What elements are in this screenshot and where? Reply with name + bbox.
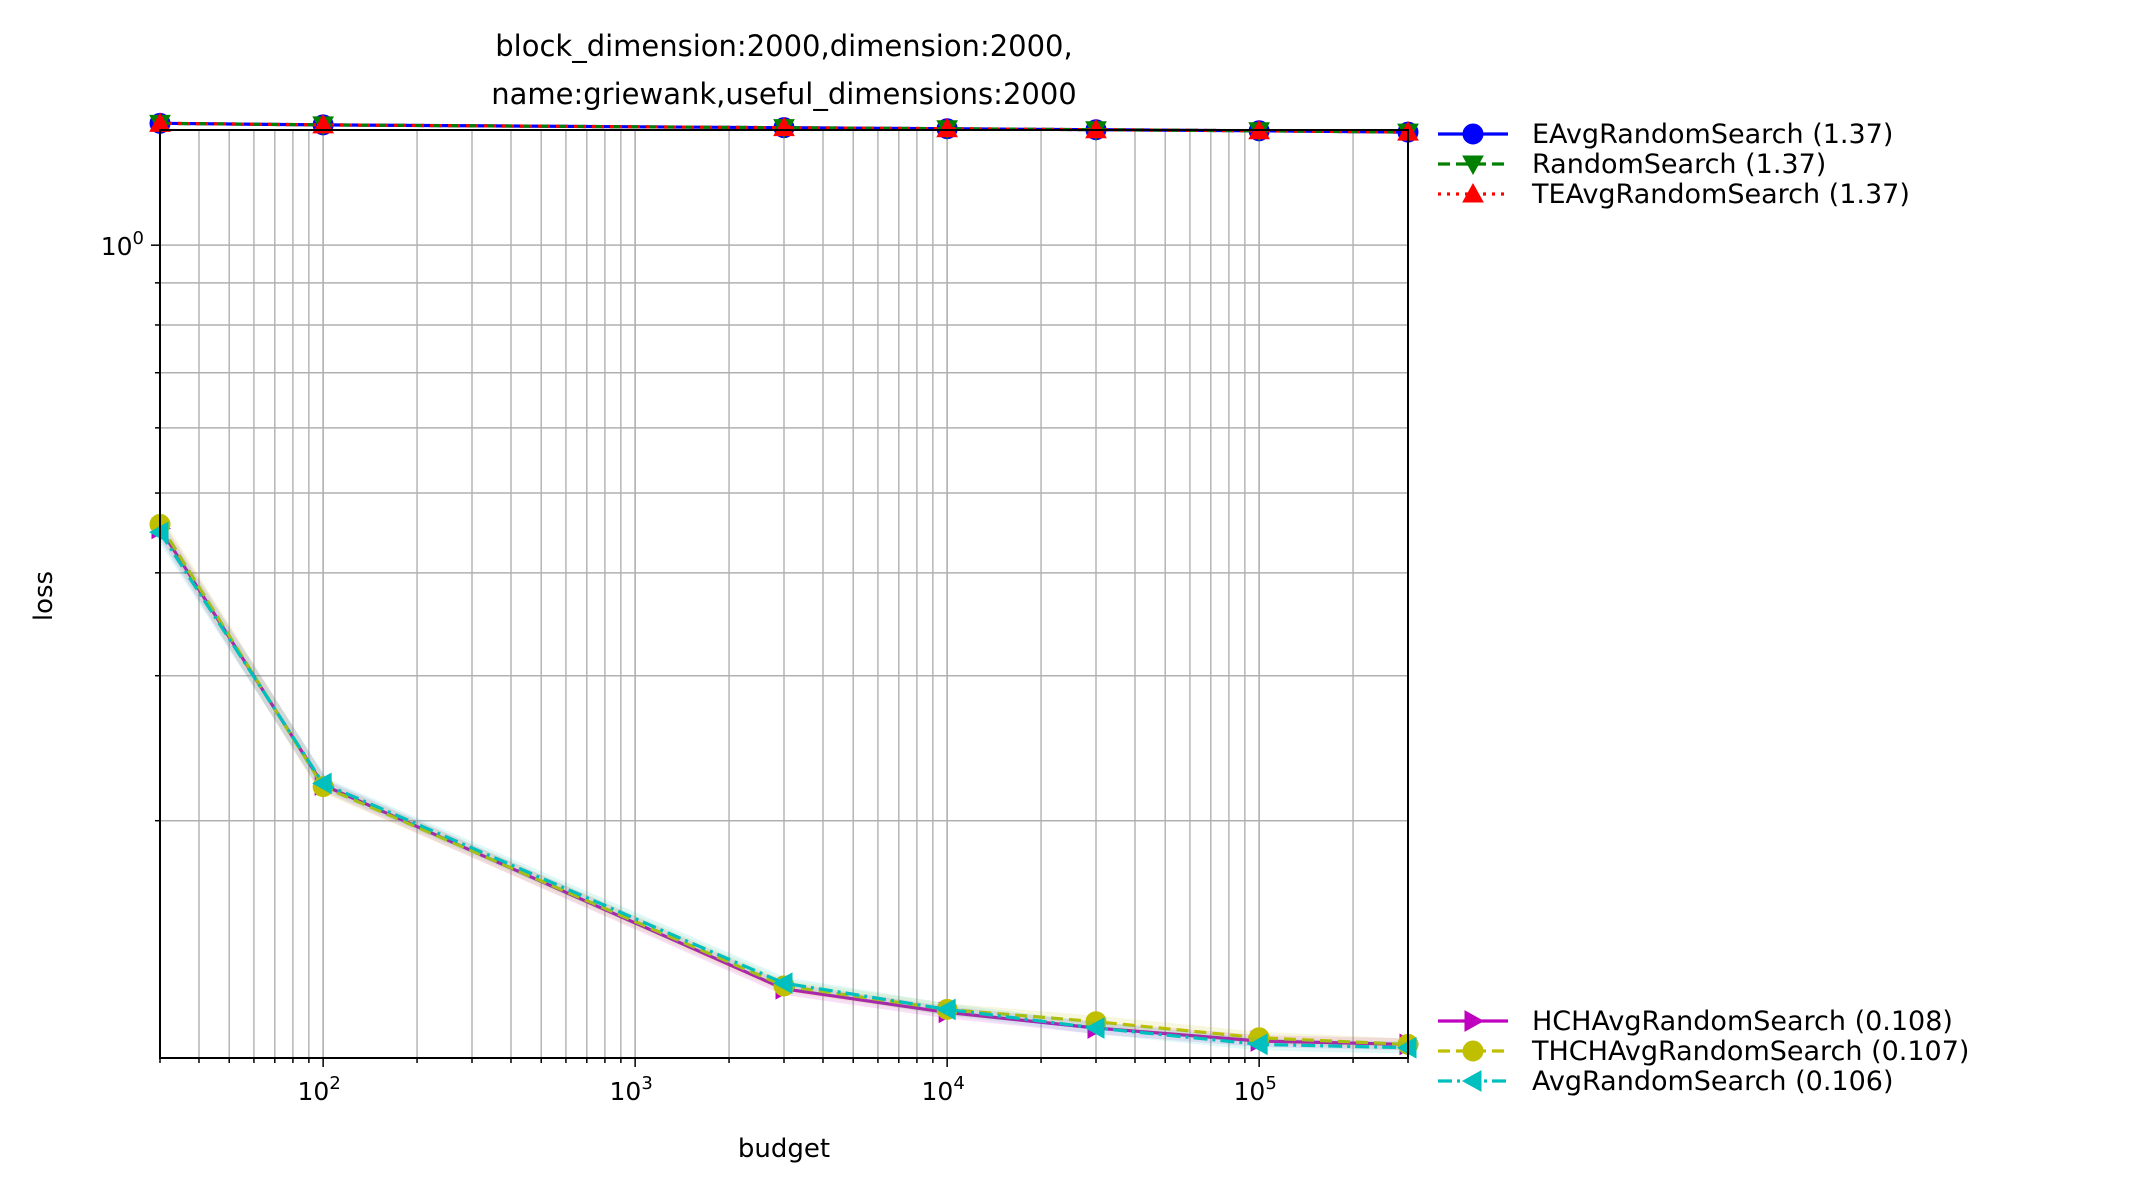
legend-label: HCHAvgRandomSearch (0.108): [1532, 1006, 1953, 1037]
legend-bottom: HCHAvgRandomSearch (0.108)THCHAvgRandomS…: [1438, 1006, 1969, 1097]
x-tick-label: 102: [298, 1073, 341, 1106]
legend-label: THCHAvgRandomSearch (0.107): [1531, 1036, 1969, 1067]
legend-marker: [1462, 123, 1484, 145]
data-point: [773, 116, 795, 137]
chart-title-line-1: block_dimension:2000,dimension:2000,: [495, 29, 1072, 63]
y-axis-label: loss: [29, 571, 59, 621]
data-point: [936, 117, 958, 138]
data-point: [312, 772, 332, 795]
data-point: [936, 998, 956, 1021]
legend-label: RandomSearch (1.37): [1532, 149, 1826, 180]
data-point: [1084, 1017, 1105, 1039]
legend-marker: [1464, 1010, 1485, 1032]
x-tick-label: 104: [922, 1073, 965, 1106]
y-tick-label: 100: [101, 228, 144, 261]
legend-marker: [1462, 155, 1484, 176]
data-point: [1085, 118, 1107, 139]
data-point: [1248, 1033, 1268, 1056]
legend-label: EAvgRandomSearch (1.37): [1532, 119, 1893, 150]
chart-title-line-2: name:griewank,useful_dimensions:2000: [491, 77, 1077, 111]
series-2: [149, 112, 1419, 141]
legend-marker: [1462, 1040, 1484, 1062]
series-5: [148, 521, 1417, 1059]
axis-ticks: 102 103 104 105 100: [101, 228, 1409, 1106]
legend-marker: [1462, 182, 1484, 203]
x-tick-label: 103: [610, 1073, 653, 1106]
data-point: [312, 113, 334, 134]
grid-lines: [159, 130, 1409, 1058]
legend-top: EAvgRandomSearch (1.37)RandomSearch (1.3…: [1438, 119, 1910, 210]
legend-label: AvgRandomSearch (0.106): [1532, 1066, 1894, 1097]
legend-marker: [1461, 1070, 1482, 1092]
x-axis-label: budget: [738, 1134, 830, 1164]
legend-label: TEAvgRandomSearch (1.37): [1531, 179, 1910, 210]
x-tick-label: 105: [1234, 1073, 1277, 1106]
data-point: [772, 972, 793, 994]
